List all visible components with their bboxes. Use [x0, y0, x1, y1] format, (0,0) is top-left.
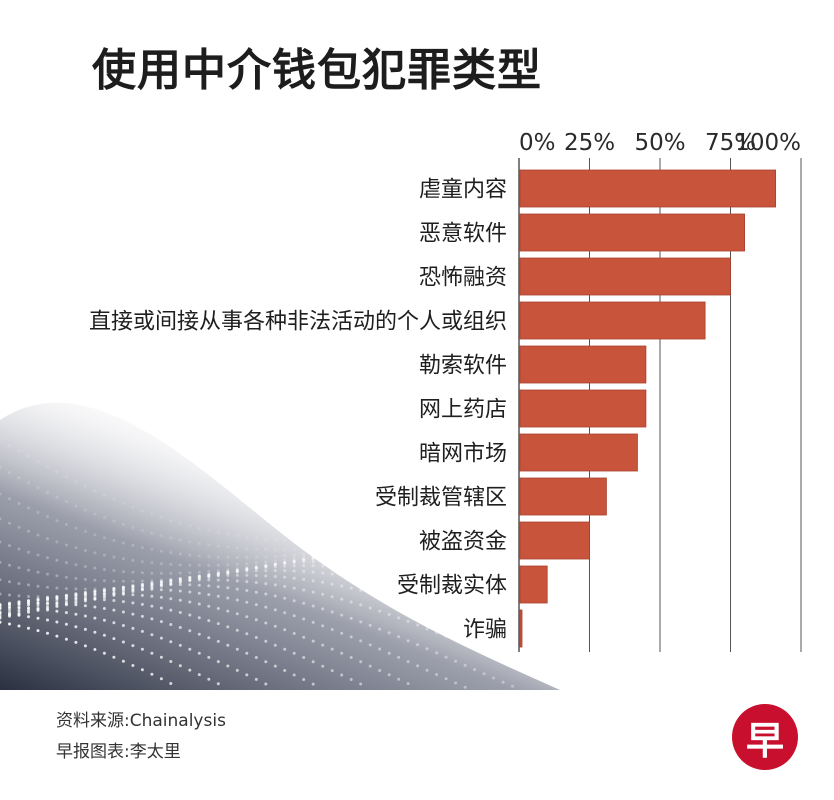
- credit-note: 早报图表:李太里: [56, 737, 181, 762]
- bar-1: [519, 213, 746, 252]
- zaobao-logo: 早: [732, 704, 798, 770]
- category-label: 网上药店: [419, 398, 507, 423]
- bar-0: [519, 169, 777, 208]
- category-label: 勒索软件: [419, 354, 507, 379]
- bar-7: [519, 477, 607, 516]
- category-label: 恶意软件: [419, 222, 507, 247]
- credit-value: 李太里: [129, 742, 181, 762]
- page-title: 使用中介钱包犯罪类型: [92, 45, 542, 96]
- x-tick-label: 0%: [519, 130, 556, 156]
- bar-9: [519, 565, 548, 604]
- wave-shade: [0, 402, 560, 690]
- category-label: 受制裁管辖区: [375, 486, 507, 511]
- x-tick-label: 25%: [564, 130, 615, 156]
- category-label: 直接或间接从事各种非法活动的个人或组织: [89, 310, 507, 335]
- bar-2: [519, 257, 731, 296]
- category-label: 恐怖融资: [419, 266, 507, 291]
- source-note: 资料来源:Chainalysis: [56, 706, 226, 731]
- bar-8: [519, 521, 590, 560]
- category-label: 诈骗: [463, 618, 507, 643]
- logo-text: 早: [745, 718, 784, 763]
- x-tick-label: 50%: [634, 130, 685, 156]
- category-label: 虐童内容: [419, 178, 507, 203]
- bar-5: [519, 389, 647, 428]
- bar-4: [519, 345, 647, 384]
- source-label: 资料来源:: [56, 711, 130, 731]
- category-label: 暗网市场: [419, 442, 507, 467]
- source-value: Chainalysis: [129, 711, 226, 731]
- wave-dots: [0, 438, 562, 689]
- category-label: 被盗资金: [419, 530, 507, 555]
- x-tick-label: 75%: [705, 130, 756, 156]
- category-label: 受制裁实体: [397, 574, 507, 599]
- bar-3: [519, 301, 706, 340]
- bar-10: [519, 609, 523, 648]
- bar-6: [519, 433, 638, 472]
- credit-label: 早报图表:: [56, 742, 130, 762]
- x-tick-label: 100%: [735, 130, 801, 156]
